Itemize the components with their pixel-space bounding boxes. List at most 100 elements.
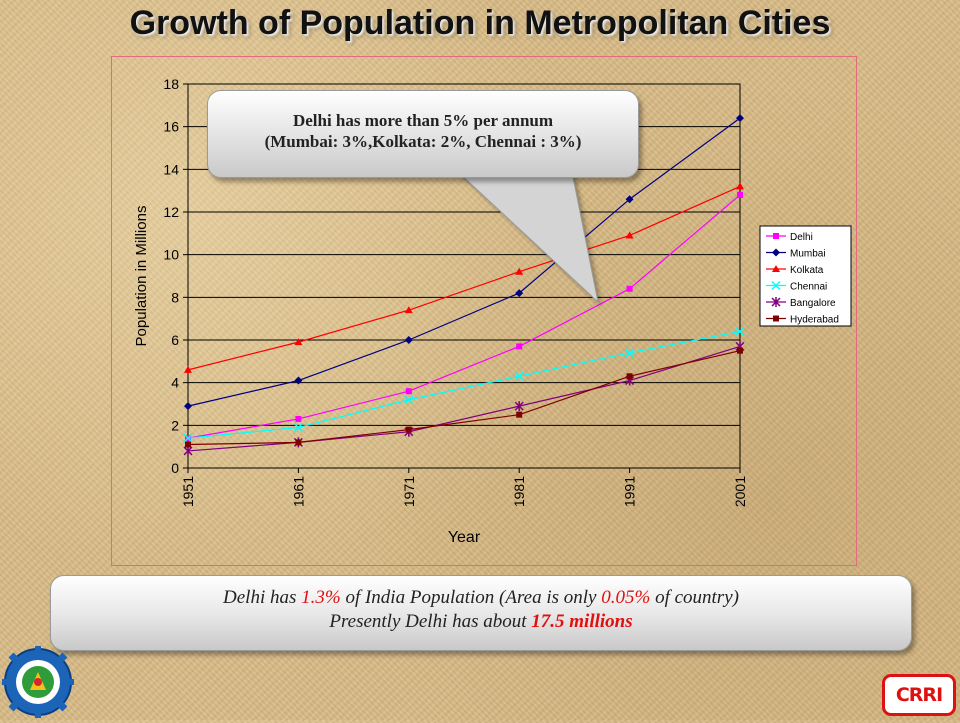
highlight-population-share: 1.3% — [301, 587, 341, 608]
data-point-mumbai — [736, 114, 744, 123]
data-point-chennai — [514, 371, 524, 381]
y-tick-label: 8 — [171, 289, 179, 305]
y-tick-label: 18 — [163, 76, 179, 92]
marker-square — [773, 233, 779, 239]
marker-triangle — [736, 182, 744, 190]
marker-diamond — [515, 289, 524, 298]
data-point-kolkata — [184, 365, 192, 373]
data-point-hyderabad — [185, 441, 191, 448]
marker-square — [626, 285, 633, 292]
series-line-kolkata — [187, 185, 741, 371]
legend-label-chennai: Chennai — [790, 282, 827, 293]
data-point-mumbai — [184, 402, 192, 411]
marker-triangle — [625, 231, 634, 239]
marker-star — [514, 401, 524, 412]
marker-triangle — [772, 265, 780, 272]
legend-box — [759, 225, 852, 327]
marker-square — [626, 373, 633, 380]
data-point-mumbai — [404, 336, 413, 344]
marker-diamond — [404, 336, 413, 344]
callout-delhi-population: Delhi has 1.3% of India Population (Area… — [50, 575, 912, 651]
series-line-hyderabad — [187, 350, 741, 446]
marker-diamond — [736, 114, 744, 123]
x-tick-label: 1951 — [180, 476, 196, 507]
marker-square — [737, 347, 743, 354]
data-point-mumbai — [294, 376, 303, 385]
marker-triangle — [515, 267, 524, 275]
data-point-chennai — [404, 395, 414, 405]
data-point-kolkata — [625, 231, 634, 239]
legend-marker-mumbai — [772, 248, 780, 257]
marker-diamond — [625, 195, 634, 204]
legend-marker-hyderabad — [773, 315, 779, 322]
data-point-chennai — [293, 422, 303, 432]
text-segment: of India Population (Area is only — [340, 587, 602, 608]
legend-label-mumbai: Mumbai — [790, 249, 826, 260]
highlight-area-share: 0.05% — [601, 587, 651, 608]
x-tick-label: 1961 — [290, 476, 306, 507]
marker-square — [737, 191, 743, 198]
data-point-bangalore — [183, 445, 193, 456]
data-point-kolkata — [404, 306, 413, 314]
x-tick-label: 2001 — [732, 476, 748, 507]
x-tick-label: 1971 — [401, 476, 417, 507]
y-tick-label: 4 — [171, 375, 179, 391]
y-tick-label: 2 — [171, 417, 179, 433]
data-point-hyderabad — [516, 411, 523, 418]
legend-marker-chennai — [771, 280, 781, 291]
marker-square — [405, 426, 412, 433]
data-point-chennai — [625, 348, 635, 358]
series-line-delhi — [187, 194, 741, 439]
legend-label-delhi: Delhi — [790, 232, 813, 243]
text-segment: Delhi has — [223, 587, 302, 608]
y-tick-label: 10 — [163, 247, 179, 263]
y-tick-label: 6 — [171, 332, 179, 348]
x-axis-label: Year — [448, 529, 481, 546]
callout-delhi-growth: Delhi has more than 5% per annum (Mumbai… — [207, 90, 639, 178]
data-point-kolkata — [294, 338, 303, 346]
data-point-chennai — [735, 326, 745, 336]
series-line-mumbai — [187, 117, 741, 407]
data-point-delhi — [737, 191, 743, 198]
data-point-delhi — [295, 415, 302, 422]
legend-label-bangalore: Bangalore — [790, 298, 836, 309]
page-title: Growth of Population in Metropolitan Cit… — [129, 4, 831, 42]
marker-star — [771, 297, 781, 307]
marker-diamond — [184, 402, 192, 411]
marker-square — [516, 411, 523, 418]
highlight-delhi-population: 17.5 millions — [531, 611, 633, 632]
marker-x — [183, 433, 193, 443]
series-line-chennai — [187, 330, 741, 439]
marker-triangle — [184, 365, 192, 373]
marker-diamond — [772, 248, 780, 257]
crri-logo: CRRI — [882, 674, 956, 716]
marker-x — [514, 371, 524, 381]
y-tick-label: 0 — [171, 460, 179, 476]
callout-bottom-line-2: Presently Delhi has about 17.5 millions — [51, 610, 911, 634]
data-point-delhi — [626, 285, 633, 292]
x-tick-label: 1991 — [622, 476, 638, 507]
chart-frame — [111, 56, 857, 566]
csir-gear-emblem-icon — [2, 646, 74, 718]
legend-label-hyderabad: Hyderabad — [790, 315, 839, 326]
marker-square — [516, 343, 523, 350]
legend-label-kolkata: Kolkata — [790, 265, 824, 276]
y-tick-label: 12 — [163, 204, 179, 220]
marker-diamond — [294, 376, 303, 385]
marker-square — [295, 439, 302, 446]
legend-marker-kolkata — [772, 265, 780, 272]
data-point-bangalore — [514, 401, 524, 412]
legend-marker-delhi — [773, 233, 779, 239]
y-tick-label: 14 — [163, 161, 179, 177]
marker-x — [293, 422, 303, 432]
data-point-delhi — [516, 343, 523, 350]
callout-line-2: (Mumbai: 3%,Kolkata: 2%, Chennai : 3%) — [264, 132, 582, 151]
text-segment: of country) — [650, 587, 739, 608]
data-point-mumbai — [625, 195, 634, 204]
data-point-hyderabad — [405, 426, 412, 433]
marker-triangle — [294, 338, 303, 346]
crri-logo-text: CRRI — [895, 684, 943, 706]
marker-square — [295, 415, 302, 422]
data-point-hyderabad — [295, 439, 302, 446]
